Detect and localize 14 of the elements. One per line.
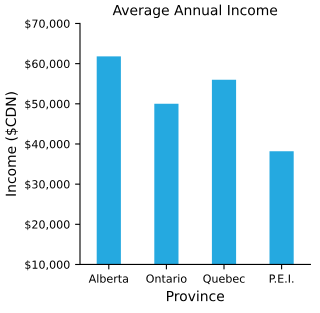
x-axis-title: Province <box>167 290 224 302</box>
chart-title: Average Annual Income <box>112 4 278 18</box>
y-tick-label: $50,000 <box>25 100 70 110</box>
y-tick-label: $20,000 <box>25 220 70 230</box>
y-axis-title: Income ($CDN) <box>5 92 18 196</box>
y-tick-label: $30,000 <box>25 180 70 190</box>
x-tick-label: P.E.I. <box>270 274 294 283</box>
y-tick-label: $60,000 <box>25 59 70 70</box>
y-tick-label: $10,000 <box>25 260 70 270</box>
y-tick-label: $70,000 <box>25 19 70 30</box>
x-tick-label: Quebec <box>203 274 245 284</box>
x-tick-label: Alberta <box>88 274 128 283</box>
y-tick-label: $40,000 <box>25 140 70 150</box>
x-tick-label: Ontario <box>146 274 186 283</box>
